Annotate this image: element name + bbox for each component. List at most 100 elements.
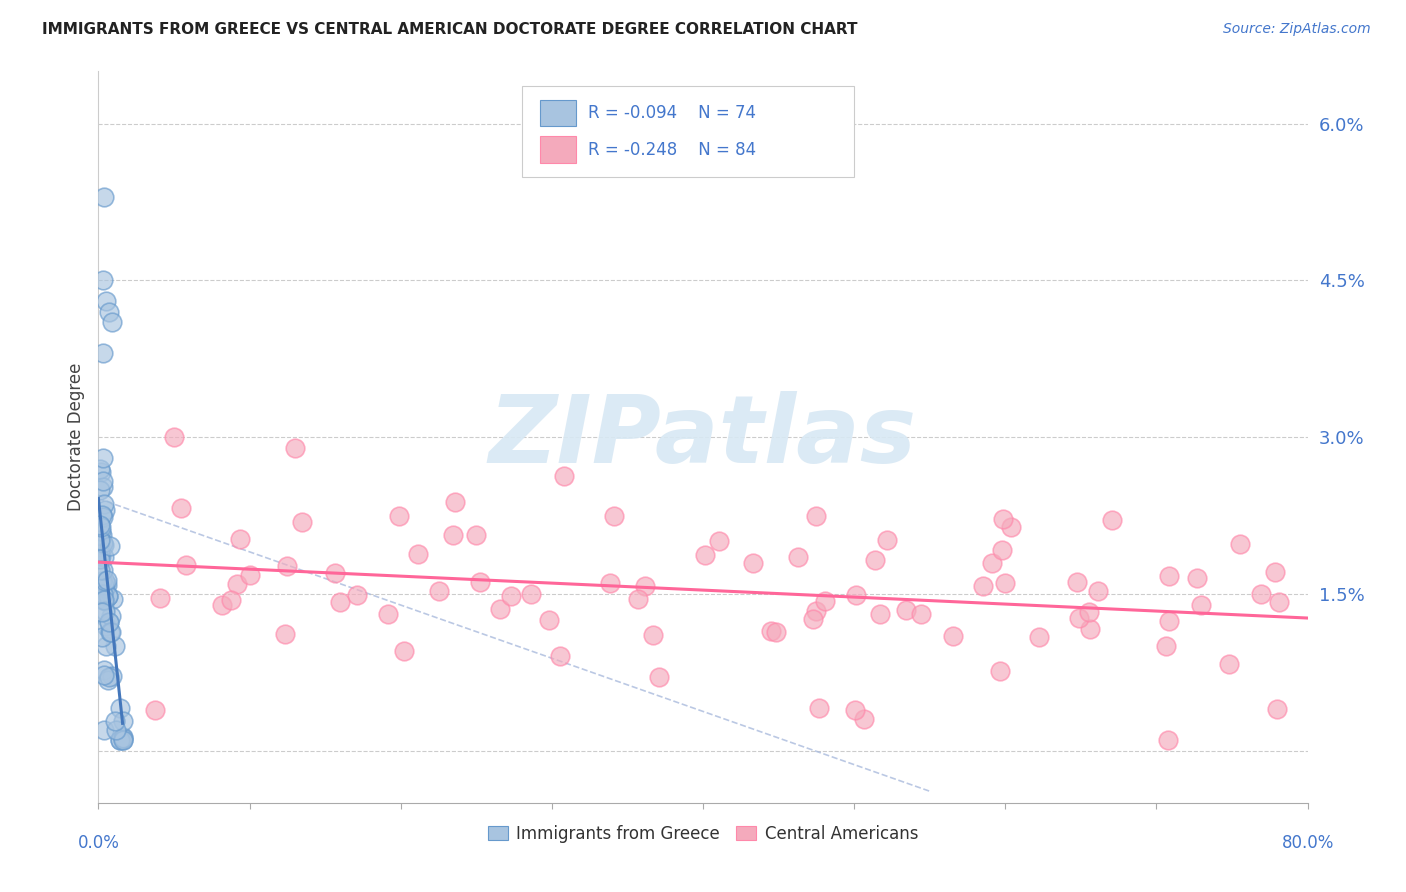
Point (94, 503, 117, 517)
Point (852, 712, 875, 726)
Point (226, 576, 249, 591)
Point (111, 731, 134, 746)
Point (101, 315, 124, 329)
Point (807, 701, 830, 715)
Point (814, 593, 837, 607)
Point (1268, 595, 1291, 609)
Point (988, 665, 1011, 679)
Text: 0.0%: 0.0% (77, 834, 120, 852)
Point (647, 670, 669, 684)
Point (869, 607, 891, 621)
Point (94, 574, 117, 588)
Point (90, 546, 112, 560)
Point (520, 587, 543, 601)
Point (96, 573, 118, 587)
Point (91, 587, 114, 601)
Point (90, 524, 112, 539)
Point (441, 527, 464, 541)
Point (93, 668, 115, 682)
Point (143, 703, 166, 717)
Point (991, 512, 1014, 526)
Point (93, 538, 115, 552)
Point (97, 589, 120, 603)
Point (97, 615, 120, 629)
Point (844, 703, 866, 717)
Point (103, 591, 125, 606)
Point (276, 558, 298, 573)
Point (104, 714, 127, 728)
Point (149, 591, 172, 606)
Point (111, 733, 134, 747)
Point (174, 558, 197, 573)
Point (89, 461, 111, 475)
Text: R = -0.094    N = 74: R = -0.094 N = 74 (588, 104, 756, 122)
Text: ZIPatlas: ZIPatlas (489, 391, 917, 483)
Point (89, 591, 111, 605)
Point (548, 649, 571, 664)
Point (991, 542, 1014, 557)
Point (346, 588, 368, 602)
Point (94, 639, 117, 653)
Point (163, 430, 186, 444)
Point (100, 625, 122, 640)
Point (89, 548, 111, 562)
Point (90, 574, 112, 588)
Point (980, 556, 1002, 570)
Point (1077, 605, 1099, 619)
Point (98, 539, 121, 553)
Point (1000, 519, 1022, 533)
Point (96, 673, 118, 687)
Point (90, 605, 112, 619)
Point (91, 474, 114, 488)
Point (104, 640, 127, 654)
Point (108, 733, 131, 747)
Point (553, 469, 575, 483)
Point (90, 508, 112, 522)
Y-axis label: Doctorate Degree: Doctorate Degree (66, 363, 84, 511)
Point (104, 723, 127, 738)
Point (803, 612, 825, 626)
Point (93, 536, 115, 550)
Point (627, 592, 650, 607)
Point (1189, 598, 1212, 612)
Point (100, 609, 122, 624)
Point (323, 566, 346, 580)
Point (1028, 631, 1050, 645)
Bar (540, 100, 576, 126)
Bar (540, 136, 576, 163)
Point (329, 595, 352, 609)
Point (759, 624, 782, 638)
Point (91, 592, 114, 607)
Text: IMMIGRANTS FROM GREECE VS CENTRAL AMERICAN DOCTORATE DEGREE CORRELATION CHART: IMMIGRANTS FROM GREECE VS CENTRAL AMERIC… (42, 22, 858, 37)
Point (96, 578, 118, 592)
Point (89, 551, 111, 566)
Point (93, 581, 115, 595)
Point (90, 528, 112, 542)
Point (1159, 569, 1181, 583)
Point (865, 553, 887, 567)
Point (1250, 587, 1272, 601)
Point (1156, 733, 1178, 747)
Point (110, 701, 132, 715)
Point (896, 602, 918, 616)
Text: R = -0.248    N = 84: R = -0.248 N = 84 (588, 141, 756, 159)
Point (98, 670, 121, 684)
Point (1087, 584, 1109, 599)
Point (972, 579, 994, 593)
Point (94, 294, 117, 309)
Point (392, 644, 415, 658)
Point (91, 346, 114, 360)
Point (93, 549, 115, 564)
Point (228, 533, 250, 547)
Point (1154, 640, 1177, 654)
Point (388, 508, 411, 523)
Point (427, 584, 450, 599)
Point (707, 534, 730, 549)
Point (641, 628, 664, 642)
Point (98, 304, 121, 318)
Point (274, 627, 297, 641)
Point (742, 556, 765, 570)
Point (695, 548, 717, 562)
Point (1229, 537, 1251, 551)
Point (765, 625, 787, 640)
